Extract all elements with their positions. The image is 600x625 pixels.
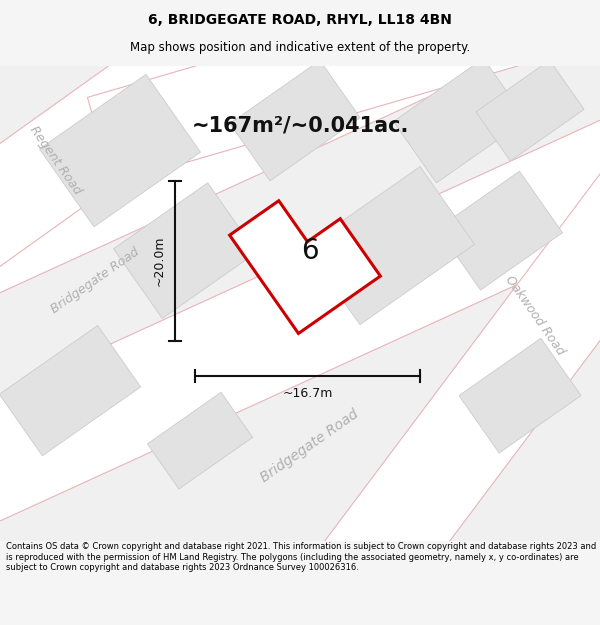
Polygon shape <box>88 0 600 184</box>
Polygon shape <box>394 58 527 183</box>
Polygon shape <box>437 171 562 290</box>
Polygon shape <box>40 74 200 227</box>
Polygon shape <box>148 392 253 489</box>
Polygon shape <box>0 0 329 281</box>
Text: 6, BRIDGEGATE ROAD, RHYL, LL18 4BN: 6, BRIDGEGATE ROAD, RHYL, LL18 4BN <box>148 13 452 27</box>
Text: 6: 6 <box>301 237 319 264</box>
Polygon shape <box>0 326 140 456</box>
Text: Bridgegate Road: Bridgegate Road <box>49 245 142 316</box>
Text: ~167m²/~0.041ac.: ~167m²/~0.041ac. <box>191 116 409 136</box>
Polygon shape <box>310 161 600 621</box>
Text: Regent Road: Regent Road <box>26 124 83 198</box>
Text: Bridgegate Road: Bridgegate Road <box>259 407 362 484</box>
Polygon shape <box>459 338 581 453</box>
Polygon shape <box>230 61 360 181</box>
Text: Contains OS data © Crown copyright and database right 2021. This information is : Contains OS data © Crown copyright and d… <box>6 542 596 572</box>
Polygon shape <box>230 201 380 334</box>
Polygon shape <box>305 167 475 324</box>
Text: Oakwood Road: Oakwood Road <box>503 274 567 358</box>
Polygon shape <box>113 183 256 318</box>
Text: ~16.7m: ~16.7m <box>283 387 332 400</box>
Polygon shape <box>0 0 600 306</box>
Text: Map shows position and indicative extent of the property.: Map shows position and indicative extent… <box>130 41 470 54</box>
Polygon shape <box>0 108 600 533</box>
Polygon shape <box>476 60 584 161</box>
Text: ~20.0m: ~20.0m <box>152 236 166 286</box>
